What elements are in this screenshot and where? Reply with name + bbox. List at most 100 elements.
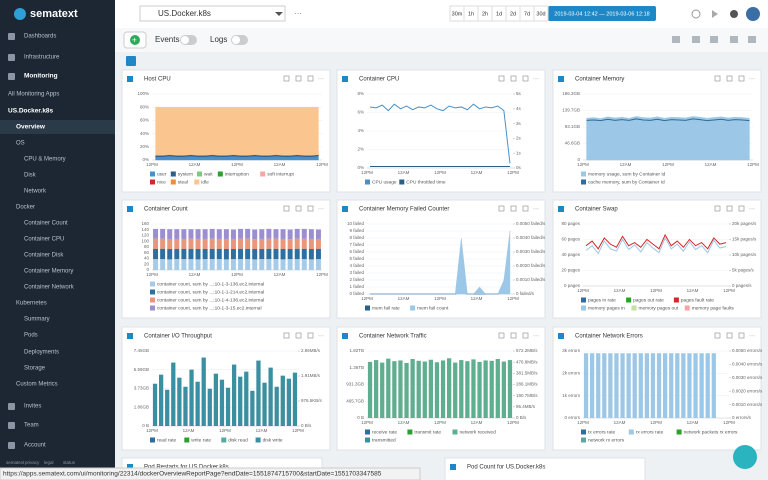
panel-menu[interactable]: ··· bbox=[533, 77, 539, 83]
legend-label[interactable]: memory usage, sum by Container Id bbox=[588, 171, 666, 177]
panel-action[interactable] bbox=[726, 75, 733, 82]
legend-label[interactable]: network packets rx errors bbox=[684, 429, 738, 435]
legend-label[interactable]: user bbox=[157, 171, 167, 177]
panel-action[interactable] bbox=[498, 75, 505, 82]
nav-item[interactable]: Container Network bbox=[24, 285, 75, 291]
nav-item[interactable]: Kubernetes bbox=[16, 301, 47, 307]
panel-action[interactable] bbox=[498, 332, 505, 339]
legend-label[interactable]: disk write bbox=[263, 437, 283, 443]
panel-menu[interactable]: ··· bbox=[318, 207, 324, 213]
legend-label[interactable]: transmitted bbox=[372, 437, 396, 443]
nav-item[interactable]: Invites bbox=[24, 404, 41, 410]
legend-label[interactable]: CPU usage bbox=[372, 179, 397, 185]
panel-menu[interactable]: ··· bbox=[749, 77, 755, 83]
range-button[interactable] bbox=[533, 5, 549, 22]
panel-action[interactable] bbox=[283, 332, 290, 339]
legend-label[interactable]: network rx errors bbox=[588, 437, 625, 443]
footer-link[interactable]: legal bbox=[44, 460, 54, 465]
legend-label[interactable]: cache memory, sum by Container Id bbox=[588, 179, 665, 185]
legend-label[interactable]: receive rate bbox=[372, 429, 397, 435]
legend-label[interactable]: container count, sum by ...:10-1-3-136.e… bbox=[157, 281, 264, 287]
panel-action[interactable] bbox=[714, 75, 721, 82]
panel-action[interactable] bbox=[522, 205, 529, 212]
panel-action[interactable] bbox=[510, 332, 517, 339]
nav-item[interactable]: Team bbox=[24, 423, 39, 429]
legend-label[interactable]: steal bbox=[178, 179, 188, 185]
more[interactable]: ··· bbox=[294, 9, 302, 18]
filter-button[interactable] bbox=[126, 56, 136, 66]
legend-label[interactable]: pages out rate bbox=[633, 297, 664, 303]
panel-action[interactable] bbox=[307, 205, 314, 212]
nav-item[interactable]: US.Docker.k8s bbox=[8, 108, 54, 115]
nav-item[interactable]: Storage bbox=[24, 366, 46, 372]
legend-label[interactable]: mem fail count bbox=[417, 305, 449, 311]
panel-action[interactable] bbox=[307, 332, 314, 339]
panel-action[interactable] bbox=[510, 75, 517, 82]
legend-label[interactable]: tx errors rate bbox=[588, 429, 616, 435]
legend-label[interactable]: container count, sum by ...:10-1-4-136.e… bbox=[157, 297, 264, 303]
play-icon[interactable] bbox=[712, 10, 718, 18]
legend-label[interactable]: disk read bbox=[228, 437, 248, 443]
legend-label[interactable]: read rate bbox=[157, 437, 177, 443]
legend-label[interactable]: memory pages in bbox=[588, 305, 625, 311]
nav-item[interactable]: Summary bbox=[24, 317, 50, 323]
panel-action[interactable] bbox=[738, 75, 745, 82]
tool-icon[interactable] bbox=[730, 36, 738, 43]
legend-label[interactable]: network received bbox=[460, 429, 497, 435]
nav-item[interactable]: Infrastructure bbox=[24, 55, 60, 61]
panel-action[interactable] bbox=[738, 332, 745, 339]
nav-item[interactable]: Disk bbox=[24, 173, 37, 179]
legend-label[interactable]: mem fail rate bbox=[372, 305, 400, 311]
tool-icon[interactable] bbox=[748, 36, 756, 43]
legend-label[interactable]: write rate bbox=[191, 437, 211, 443]
nav-item[interactable]: Container CPU bbox=[24, 237, 64, 243]
panel-action[interactable] bbox=[522, 332, 529, 339]
panel-menu[interactable]: ··· bbox=[749, 207, 755, 213]
panel-action[interactable] bbox=[295, 75, 302, 82]
footer-link[interactable]: privacy bbox=[25, 460, 40, 465]
legend-label[interactable]: system bbox=[178, 171, 193, 177]
legend-label[interactable]: transmit rate bbox=[414, 429, 441, 435]
panel-action[interactable] bbox=[510, 205, 517, 212]
refresh-icon[interactable] bbox=[691, 9, 701, 19]
panel-action[interactable] bbox=[295, 332, 302, 339]
nav-item[interactable]: Container Disk bbox=[24, 253, 64, 259]
panel-action[interactable] bbox=[714, 332, 721, 339]
legend-label[interactable]: pages in rate bbox=[588, 297, 616, 303]
legend-label[interactable]: container count, sum by ...:10-1-1-214.e… bbox=[157, 289, 264, 295]
tool-icon[interactable] bbox=[692, 36, 700, 43]
avatar[interactable] bbox=[746, 7, 760, 21]
tool-icon[interactable] bbox=[672, 36, 680, 43]
nav-item[interactable]: Pods bbox=[24, 333, 38, 339]
panel-action[interactable] bbox=[738, 205, 745, 212]
legend-label[interactable]: nice bbox=[157, 179, 166, 185]
panel-menu[interactable]: ··· bbox=[749, 334, 755, 340]
legend-label[interactable]: memory page faults bbox=[692, 305, 735, 311]
nav-item[interactable]: Monitoring bbox=[24, 73, 58, 80]
panel-action[interactable] bbox=[295, 205, 302, 212]
app-select[interactable] bbox=[139, 5, 286, 22]
panel-menu[interactable]: ··· bbox=[318, 334, 324, 340]
nav-item[interactable]: Container Count bbox=[24, 221, 68, 227]
nav-item[interactable]: Dashboards bbox=[24, 34, 56, 40]
panel-menu[interactable]: ··· bbox=[533, 207, 539, 213]
nav-item[interactable]: Docker bbox=[16, 205, 35, 211]
legend-label[interactable]: wait bbox=[204, 171, 213, 177]
nav-item[interactable]: OS bbox=[16, 141, 25, 147]
legend-label[interactable]: pages fault rate bbox=[681, 297, 714, 303]
legend-label[interactable]: rx errors rate bbox=[636, 429, 664, 435]
bell-icon[interactable] bbox=[730, 10, 738, 18]
panel-action[interactable] bbox=[307, 75, 314, 82]
panel-action[interactable] bbox=[283, 205, 290, 212]
tool-icon[interactable] bbox=[710, 36, 718, 43]
chat-button[interactable] bbox=[733, 445, 757, 469]
nav-item[interactable]: CPU & Memory bbox=[24, 157, 66, 163]
nav-item[interactable]: All Monitoring Apps bbox=[8, 92, 59, 98]
nav-item[interactable]: Overview bbox=[16, 124, 46, 131]
nav-item[interactable]: Network bbox=[24, 189, 47, 195]
nav-item[interactable]: Account bbox=[24, 443, 46, 449]
panel-menu[interactable]: ··· bbox=[533, 334, 539, 340]
legend-label[interactable]: CPU throttled time bbox=[406, 179, 446, 185]
legend-label[interactable]: interruption bbox=[225, 171, 249, 177]
panel-action[interactable] bbox=[726, 332, 733, 339]
